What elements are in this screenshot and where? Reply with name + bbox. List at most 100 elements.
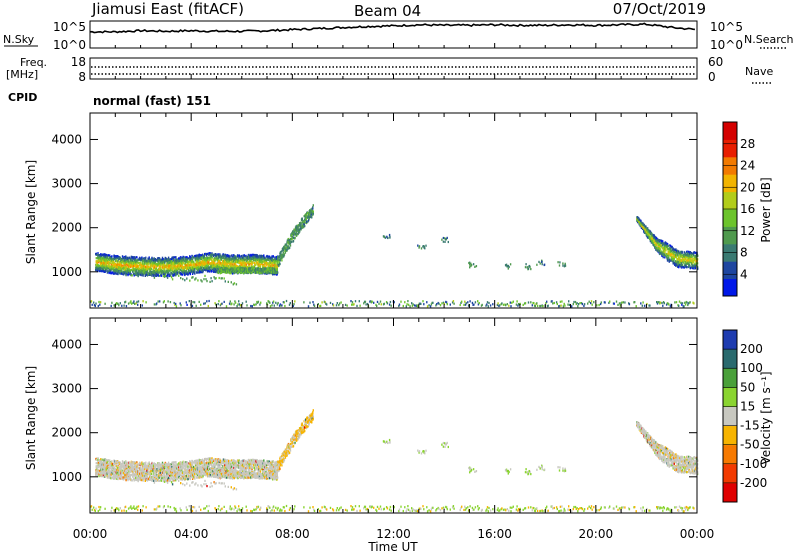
echo-cell	[133, 261, 135, 265]
echo-cell	[190, 269, 193, 272]
echo-cell	[115, 272, 117, 275]
echo-cell	[124, 259, 126, 262]
echo-cell	[117, 255, 119, 258]
echo-cell	[171, 266, 173, 269]
echo-cell	[191, 258, 194, 261]
echo-cell	[230, 266, 233, 269]
echo-cell	[166, 274, 169, 277]
echo-cell	[527, 301, 530, 304]
noise-panel: N.Sky N.Search 10^5 10^0 10^5 10^0	[3, 20, 794, 52]
echo-cell	[287, 247, 289, 250]
echo-cell	[97, 253, 99, 256]
echo-cell	[141, 265, 143, 268]
echo-cell	[255, 260, 258, 263]
echo-cell	[681, 264, 684, 267]
echo-cell	[109, 254, 111, 257]
echo-cell	[562, 305, 565, 308]
echo-cell	[146, 269, 149, 273]
echo-cell	[150, 267, 153, 270]
echo-cell	[145, 256, 147, 259]
echo-cell	[272, 257, 274, 260]
echo-cell	[379, 300, 382, 303]
echo-cell	[312, 212, 314, 215]
echo-cell	[125, 305, 128, 308]
echo-cell	[100, 259, 102, 263]
echo-cell	[556, 302, 558, 306]
colorbar-tick-label: 16	[740, 202, 755, 216]
echo-cell	[301, 226, 304, 229]
echo-cell	[666, 253, 668, 256]
echo-cell	[511, 301, 513, 304]
echo-cell	[312, 301, 314, 304]
echo-cell	[167, 256, 170, 259]
echo-cell	[269, 301, 271, 304]
echo-cell	[137, 264, 140, 267]
echo-cell	[659, 301, 662, 304]
echo-cell	[351, 301, 354, 304]
echo-cell	[300, 227, 303, 230]
echo-cell	[405, 305, 407, 308]
echo-cell	[202, 270, 204, 273]
range-tick-label: 2000	[51, 221, 82, 235]
echo-cell	[268, 272, 271, 275]
echo-cell	[213, 267, 215, 270]
echo-cell	[126, 259, 128, 262]
echo-cell	[192, 276, 194, 279]
echo-cell	[97, 255, 99, 258]
echo-cell	[240, 265, 242, 268]
echo-cell	[211, 254, 213, 257]
beam-title: Beam 04	[354, 2, 421, 20]
echo-cell	[648, 229, 650, 232]
echo-cell	[263, 271, 266, 274]
echo-cell	[107, 259, 109, 262]
echo-cell	[233, 303, 235, 306]
echo-cell	[553, 301, 555, 305]
echo-cell	[101, 253, 104, 256]
echo-cell	[175, 258, 177, 261]
echo-cell	[164, 269, 166, 272]
echo-cell	[122, 265, 124, 268]
colorbar-tick-label: 20	[740, 180, 755, 194]
echo-cell	[140, 262, 142, 265]
echo-cell	[187, 257, 189, 260]
echo-cell	[275, 264, 277, 267]
echo-cell	[153, 262, 155, 265]
echo-cell	[178, 274, 180, 277]
echo-cell	[249, 269, 251, 272]
echo-cell	[546, 300, 548, 303]
echo-cell	[142, 274, 144, 277]
echo-cell	[200, 266, 203, 269]
echo-cell	[239, 255, 241, 258]
echo-cell	[160, 271, 162, 274]
echo-cell	[242, 256, 244, 259]
echo-cell	[365, 303, 367, 306]
echo-cell	[170, 258, 173, 261]
echo-cell	[668, 260, 670, 263]
echo-cell	[207, 265, 209, 268]
echo-cell	[93, 301, 95, 304]
echo-cell	[260, 269, 263, 272]
echo-cell	[225, 268, 228, 271]
echo-cell	[269, 305, 272, 308]
echo-cell	[221, 277, 223, 280]
echo-cell	[96, 267, 99, 270]
echo-cell	[364, 300, 367, 303]
echo-cell	[267, 266, 270, 270]
echo-cell	[239, 267, 241, 270]
echo-cell	[376, 300, 379, 303]
echo-cell	[119, 302, 121, 305]
echo-cell	[155, 270, 158, 273]
echo-cell	[281, 256, 283, 260]
echo-cell	[194, 262, 196, 265]
echo-cell	[281, 304, 283, 307]
echo-cell	[91, 303, 93, 306]
echo-cell	[230, 254, 233, 257]
echo-cell	[576, 302, 578, 305]
echo-cell	[424, 247, 426, 250]
echo-cell	[145, 301, 147, 304]
echo-cell	[191, 304, 194, 307]
echo-cell	[675, 301, 678, 304]
echo-cell	[161, 258, 163, 261]
echo-cell	[260, 272, 262, 275]
